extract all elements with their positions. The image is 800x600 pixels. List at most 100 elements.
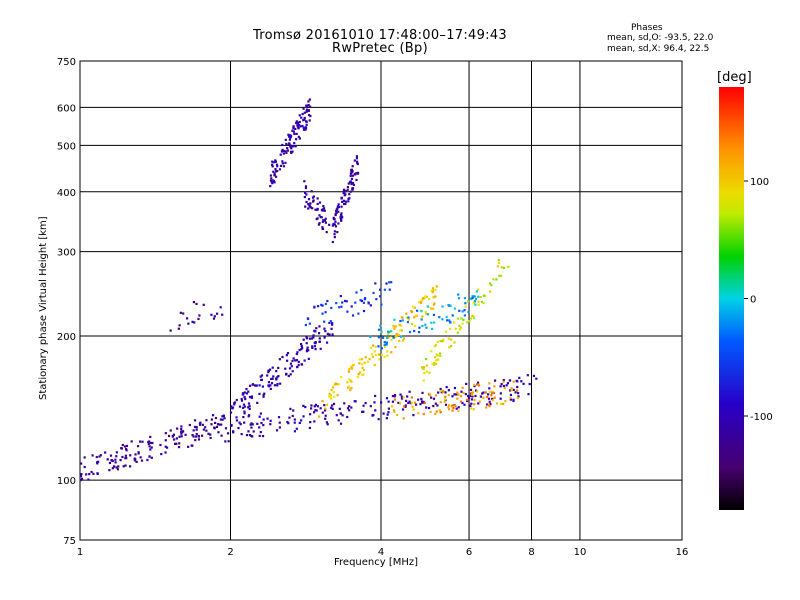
echo-point [347, 200, 350, 203]
echo-point [298, 137, 302, 140]
echo-point [252, 430, 255, 433]
echo-point [439, 411, 442, 414]
echo-point [337, 205, 341, 209]
echo-point [344, 202, 347, 206]
echo-point [385, 343, 388, 346]
echo-point [275, 429, 279, 432]
echo-point [248, 414, 251, 417]
echo-point [347, 370, 350, 373]
echo-point [262, 393, 265, 397]
echo-point [309, 206, 312, 209]
echo-point [387, 400, 390, 403]
echo-point [462, 391, 465, 395]
echo-point [386, 350, 389, 353]
echo-point [91, 454, 94, 457]
echo-point [251, 383, 255, 386]
echo-point [437, 358, 440, 361]
echo-point [329, 394, 333, 397]
echo-point [435, 285, 438, 288]
echo-point [311, 345, 314, 348]
echo-point [370, 353, 373, 356]
echo-point [478, 400, 481, 403]
echo-point [471, 295, 474, 298]
echo-point [500, 402, 503, 405]
echo-point [307, 113, 311, 117]
echo-point [175, 437, 178, 440]
echo-point [193, 419, 197, 422]
echo-point [80, 462, 83, 465]
echo-point [441, 340, 444, 343]
echo-point [509, 396, 512, 399]
echo-point [243, 391, 246, 394]
echo-point [484, 391, 487, 394]
echo-point [303, 359, 306, 362]
echo-point [242, 406, 245, 409]
echo-point [295, 138, 298, 141]
echo-point [302, 126, 305, 129]
echo-point [288, 416, 291, 419]
echo-point [286, 147, 289, 150]
echo-point [309, 407, 313, 410]
echo-point [328, 223, 331, 226]
echo-point [235, 419, 239, 422]
echo-point [298, 120, 301, 124]
echo-point [274, 170, 278, 173]
echo-point [323, 320, 326, 323]
echo-point [380, 347, 383, 350]
echo-point [414, 315, 417, 318]
echo-point [412, 408, 415, 411]
echo-point [400, 329, 403, 332]
echo-point [298, 421, 301, 425]
echo-point [469, 317, 473, 320]
echo-point [83, 465, 86, 469]
echo-point [286, 420, 289, 424]
echo-point [325, 403, 329, 406]
echo-point [267, 371, 270, 374]
echo-point [474, 303, 477, 306]
echo-point [235, 398, 238, 402]
echo-point [390, 338, 393, 342]
echo-point [354, 301, 357, 304]
echo-point [291, 370, 294, 373]
echo-point [432, 397, 436, 400]
echo-point [114, 461, 117, 464]
echo-point [238, 421, 241, 424]
echo-point [500, 383, 503, 386]
echo-point [448, 319, 451, 322]
echo-point [310, 190, 313, 193]
echo-point [431, 287, 434, 290]
echo-point [297, 360, 300, 363]
echo-point [413, 306, 416, 309]
echo-point [169, 329, 172, 332]
echo-point [397, 333, 400, 336]
echo-point [404, 404, 407, 407]
echo-point [467, 310, 470, 314]
echo-point [464, 305, 467, 308]
echo-point [330, 327, 333, 330]
echo-point [371, 344, 375, 347]
echo-point [95, 455, 98, 459]
echo-point [334, 213, 337, 216]
echo-point [258, 426, 261, 429]
echo-point [220, 423, 223, 426]
echo-point [266, 374, 269, 377]
echo-point [485, 406, 488, 409]
echo-point [171, 435, 174, 438]
echo-point [243, 395, 246, 399]
echo-point [350, 168, 353, 172]
echo-point [470, 391, 473, 394]
echo-point [292, 125, 295, 128]
echo-point [339, 294, 342, 298]
echo-point [326, 423, 329, 426]
echo-point [390, 330, 393, 333]
echo-point [303, 180, 306, 183]
echo-point [352, 183, 355, 186]
echo-point [309, 413, 312, 416]
echo-point [466, 321, 469, 324]
echo-point [312, 336, 315, 339]
echo-point [219, 418, 223, 421]
echo-point [267, 381, 271, 384]
echo-point [150, 446, 153, 449]
echo-point [194, 439, 197, 442]
